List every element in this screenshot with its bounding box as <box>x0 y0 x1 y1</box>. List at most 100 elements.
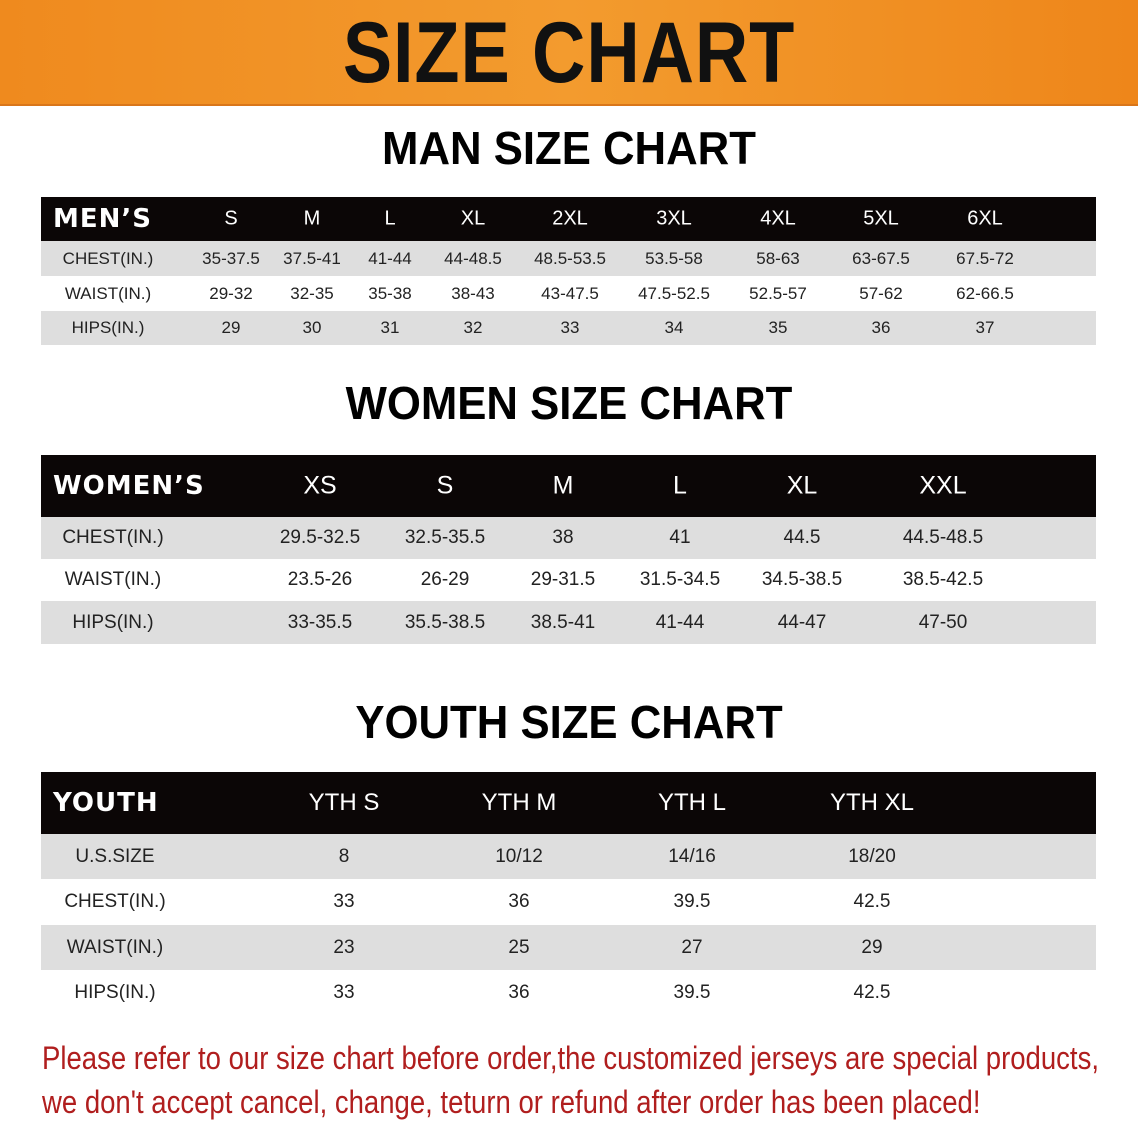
table-cell: 33 <box>333 891 355 912</box>
table-cell: 35 <box>768 318 788 337</box>
table-row: WAIST(IN.) 23 25 27 29 <box>41 925 1096 970</box>
row-label: WAIST(IN.) <box>64 569 162 590</box>
table-cell: 23.5-26 <box>287 569 353 590</box>
youth-header-row: YOUTH YTH S YTH M YTH L YTH XL <box>41 772 1096 834</box>
women-section-title: WOMEN SIZE CHART <box>345 377 793 429</box>
women-header-row: WOMEN’S XS S M L XL XXL <box>41 455 1096 517</box>
table-cell: 44-48.5 <box>444 248 502 268</box>
size-header: 2XL <box>552 207 588 230</box>
table-cell: 42.5 <box>853 981 891 1003</box>
table-row: CHEST(IN.) 29.5-32.5 32.5-35.5 38 41 44.5 44.5… <box>41 517 1096 559</box>
row-label: CHEST(IN.) <box>64 891 166 912</box>
notice-line-2: we don't accept cancel, change, teturn o… <box>42 1084 981 1120</box>
table-cell: 62-66.5 <box>956 283 1014 303</box>
men-corner-label: MEN’S <box>53 204 152 234</box>
row-label: HIPS(IN.) <box>74 981 156 1003</box>
table-cell: 47-50 <box>918 611 968 633</box>
table-cell: 8 <box>338 845 350 867</box>
table-cell: 36 <box>508 891 530 912</box>
table-row: HIPS(IN.) 33 36 39.5 42.5 <box>41 970 1096 1015</box>
table-row: U.S.SIZE 8 10/12 14/16 18/20 <box>41 834 1096 879</box>
table-cell: 53.5-58 <box>645 248 703 268</box>
notice-line-1: Please refer to our size chart before or… <box>42 1040 1099 1076</box>
size-header: M <box>552 471 574 500</box>
table-row: HIPS(IN.) 33-35.5 35.5-38.5 38.5-41 41-44 44-… <box>41 601 1096 644</box>
table-cell: 35-38 <box>368 283 412 303</box>
table-cell: 33 <box>333 981 355 1003</box>
row-label: WAIST(IN.) <box>64 283 152 303</box>
table-cell: 58-63 <box>756 248 800 268</box>
youth-section-title: YOUTH SIZE CHART <box>355 696 783 748</box>
table-cell: 47.5-52.5 <box>638 283 710 303</box>
table-row: WAIST(IN.) 29-32 32-35 35-38 38-43 43-47.5 47.… <box>41 276 1096 311</box>
table-cell: 48.5-53.5 <box>534 248 606 268</box>
men-header-row: MEN’S S M L XL 2XL 3XL 4XL 5XL 6XL <box>41 197 1096 241</box>
table-cell: 23 <box>333 936 355 958</box>
table-cell: 10/12 <box>495 845 543 867</box>
table-cell: 52.5-57 <box>749 283 807 303</box>
table-cell: 32.5-35.5 <box>404 527 486 548</box>
table-cell: 38.5-41 <box>530 611 596 633</box>
row-label: HIPS(IN.) <box>71 318 145 337</box>
table-cell: 67.5-72 <box>956 248 1014 268</box>
table-cell: 29-31.5 <box>530 569 596 590</box>
size-header: 6XL <box>967 207 1003 230</box>
table-cell: 38-43 <box>451 283 495 303</box>
table-cell: 31 <box>380 318 400 337</box>
size-header: L <box>673 471 687 500</box>
table-cell: 39.5 <box>673 891 711 912</box>
men-size-table: MEN’S S M L XL 2XL 3XL 4XL 5XL 6XL CHEST(IN.) 35-37… <box>41 197 1096 345</box>
size-header: YTH S <box>308 789 380 816</box>
table-cell: 43-47.5 <box>541 283 599 303</box>
table-cell: 32 <box>463 318 483 337</box>
size-header: XL <box>460 207 486 230</box>
table-cell: 44-47 <box>777 611 827 633</box>
banner-title: SIZE CHART <box>342 5 796 101</box>
table-cell: 44.5-48.5 <box>902 527 984 548</box>
youth-size-table: YOUTH YTH S YTH M YTH L YTH XL U.S.SIZE 8 10/12… <box>41 772 1096 1015</box>
men-section-title: MAN SIZE CHART <box>382 122 756 174</box>
table-cell: 29-32 <box>209 283 253 303</box>
table-cell: 18/20 <box>848 845 896 867</box>
table-cell: 29.5-32.5 <box>279 527 361 548</box>
table-cell: 29 <box>221 318 241 337</box>
table-cell: 29 <box>861 936 883 958</box>
table-cell: 35.5-38.5 <box>404 611 486 633</box>
table-cell: 37.5-41 <box>283 248 341 268</box>
size-header: XXL <box>919 471 967 500</box>
table-cell: 38 <box>552 527 574 548</box>
table-cell: 32-35 <box>290 283 334 303</box>
size-header: S <box>224 207 238 230</box>
table-cell: 38.5-42.5 <box>902 569 984 590</box>
women-size-table: WOMEN’S XS S M L XL XXL CHEST(IN.) 29.5-32.5 32.5… <box>41 455 1096 644</box>
women-corner-label: WOMEN’S <box>53 471 205 501</box>
table-cell: 41-44 <box>368 248 412 268</box>
table-row: CHEST(IN.) 35-37.5 37.5-41 41-44 44-48.5 48.5… <box>41 241 1096 276</box>
table-cell: 36 <box>871 318 891 337</box>
order-notice: Please refer to our size chart before or… <box>42 1036 1134 1124</box>
table-cell: 42.5 <box>853 891 891 912</box>
row-label: HIPS(IN.) <box>72 611 154 633</box>
size-header: 5XL <box>863 207 899 230</box>
size-header: 3XL <box>656 207 692 230</box>
table-cell: 63-67.5 <box>852 248 910 268</box>
size-header: XL <box>786 471 818 500</box>
table-cell: 34.5-38.5 <box>761 569 843 590</box>
table-cell: 25 <box>508 936 530 958</box>
size-header: M <box>303 207 321 230</box>
size-header: XS <box>303 471 337 500</box>
table-row: WAIST(IN.) 23.5-26 26-29 29-31.5 31.5-34.5 34… <box>41 559 1096 601</box>
youth-corner-label: YOUTH <box>53 788 159 818</box>
size-header: 4XL <box>760 207 796 230</box>
table-row: CHEST(IN.) 33 36 39.5 42.5 <box>41 879 1096 925</box>
table-row: HIPS(IN.) 29 30 31 32 33 34 35 36 37 <box>41 311 1096 345</box>
table-cell: 41 <box>669 527 691 548</box>
table-cell: 39.5 <box>673 981 711 1003</box>
table-cell: 31.5-34.5 <box>639 569 721 590</box>
size-header: S <box>436 471 454 500</box>
row-label: U.S.SIZE <box>75 845 155 867</box>
table-cell: 30 <box>302 318 322 337</box>
table-cell: 34 <box>664 318 684 337</box>
table-cell: 26-29 <box>420 569 470 590</box>
table-cell: 33-35.5 <box>287 611 353 633</box>
